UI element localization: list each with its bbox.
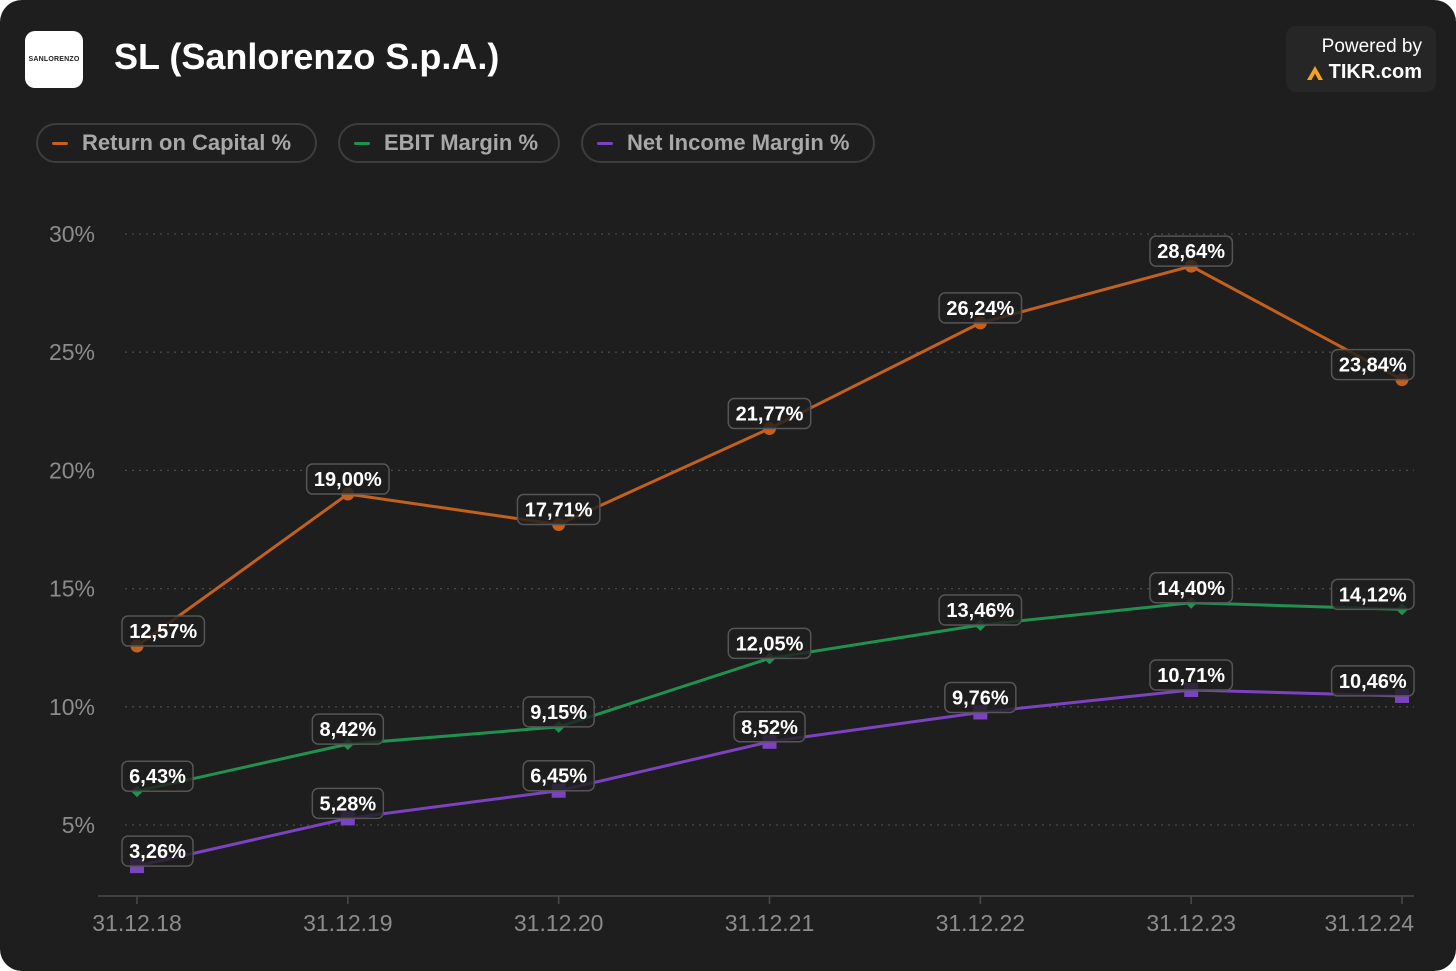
y-tick-label: 20% (49, 457, 95, 483)
data-label-net: 10,46% (1339, 671, 1407, 693)
data-label-box-roc (1330, 348, 1415, 381)
tikr-brand-text: TIKR.com (1328, 61, 1422, 83)
data-label-net: 9,76% (952, 687, 1009, 709)
company-logo-text: SANLORENZO (28, 56, 80, 63)
data-label-box-roc (305, 463, 390, 495)
data-label-net: 8,52% (741, 717, 798, 739)
data-label-box-roc (727, 397, 812, 430)
data-label-box-ebit (1149, 572, 1234, 604)
legend-swatch-net-income-margin (597, 141, 613, 145)
x-tick-label: 31.12.21 (725, 910, 815, 936)
data-label-box-ebit (727, 627, 812, 660)
data-label-net: 3,26% (129, 841, 186, 863)
data-label-box-net (311, 787, 385, 820)
data-label-box-net (944, 681, 1017, 714)
data-label-roc: 23,84% (1339, 355, 1407, 377)
data-label-ebit: 9,15% (530, 702, 587, 724)
x-tick-label: 31.12.18 (92, 910, 182, 936)
data-label-box-net (522, 759, 595, 792)
legend-label-net-income-margin: Net Income Margin % (627, 130, 850, 155)
x-tick-label: 31.12.22 (936, 910, 1026, 936)
data-label-box-roc (938, 292, 1023, 324)
data-label-ebit: 14,12% (1339, 584, 1407, 606)
x-tick-label: 31.12.19 (303, 910, 393, 936)
legend-label-ebit-margin: EBIT Margin % (384, 130, 539, 155)
data-label-roc: 26,24% (946, 298, 1014, 320)
legend-item-net-income-margin[interactable]: Net Income Margin % (581, 123, 875, 163)
data-label-box-ebit (1330, 578, 1415, 611)
y-tick-label: 10% (49, 694, 95, 720)
tikr-brand: TIKR.com (1306, 61, 1422, 84)
data-label-roc: 12,57% (129, 621, 197, 643)
data-label-box-ebit (121, 760, 194, 792)
data-label-net: 6,45% (530, 766, 587, 788)
data-label-net: 10,71% (1157, 665, 1225, 687)
data-label-ebit: 8,42% (319, 719, 376, 741)
data-label-roc: 21,77% (736, 404, 804, 426)
data-label-box-ebit (522, 696, 595, 728)
data-label-box-roc (516, 493, 601, 526)
data-label-net: 5,28% (319, 793, 376, 815)
data-label-roc: 28,64% (1157, 241, 1225, 263)
data-label-box-net (121, 835, 194, 867)
chart-title: SL (Sanlorenzo S.p.A.) (114, 36, 500, 77)
legend-item-return-on-capital[interactable]: Return on Capital % (36, 123, 317, 163)
powered-by-badge[interactable]: Powered by TIKR.com (1286, 26, 1436, 92)
data-label-box-roc (121, 615, 206, 647)
data-label-ebit: 6,43% (129, 766, 186, 788)
data-label-box-net (1149, 659, 1234, 691)
x-tick-label: 31.12.23 (1146, 910, 1236, 936)
data-label-ebit: 13,46% (946, 600, 1014, 622)
data-label-roc: 19,00% (314, 469, 382, 491)
y-tick-label: 15% (49, 576, 95, 602)
data-label-roc: 17,71% (525, 500, 593, 522)
tikr-logo-icon (1306, 65, 1323, 80)
legend-item-ebit-margin[interactable]: EBIT Margin % (338, 123, 560, 163)
x-tick-label: 31.12.20 (514, 910, 604, 936)
legend-label-return-on-capital: Return on Capital % (82, 130, 292, 155)
powered-by-label: Powered by (1321, 36, 1422, 57)
y-tick-label: 25% (49, 339, 95, 365)
x-tick-label: 31.12.24 (1324, 910, 1414, 936)
legend-swatch-return-on-capital (52, 141, 68, 145)
legend-swatch-ebit-margin (354, 141, 370, 145)
data-label-ebit: 12,05% (736, 633, 804, 655)
data-label-box-roc (1149, 235, 1234, 267)
y-tick-label: 30% (49, 221, 95, 247)
data-label-box-ebit (311, 713, 385, 745)
y-tick-label: 5% (62, 812, 95, 838)
data-label-box-net (733, 711, 806, 743)
company-logo: SANLORENZO (25, 31, 83, 88)
data-label-box-net (1330, 665, 1415, 697)
data-label-box-ebit (938, 594, 1023, 626)
data-label-ebit: 14,40% (1157, 578, 1225, 600)
